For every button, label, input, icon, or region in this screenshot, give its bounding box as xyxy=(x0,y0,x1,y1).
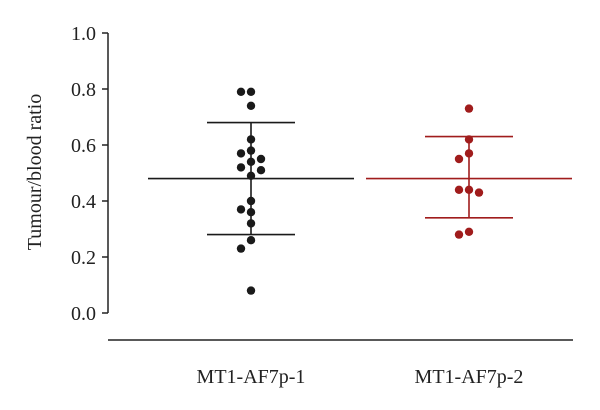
data-point xyxy=(236,244,246,253)
y-tick-label: 0.6 xyxy=(71,135,96,157)
series-group xyxy=(366,104,572,239)
y-tick-label: 0.8 xyxy=(71,79,96,101)
axes xyxy=(107,33,573,341)
data-point xyxy=(474,188,484,197)
data-point xyxy=(256,154,266,164)
data-point xyxy=(464,149,474,158)
data-point xyxy=(246,236,256,245)
data-point xyxy=(454,230,464,239)
data-point xyxy=(464,104,474,113)
data-point xyxy=(246,135,256,144)
y-tick-label: 0.2 xyxy=(71,247,96,269)
y-tick-label: 0.4 xyxy=(71,191,96,213)
data-point xyxy=(236,87,246,97)
y-axis-title: Tumour/blood ratio xyxy=(24,94,46,251)
data-point xyxy=(256,166,266,175)
series-group xyxy=(148,87,354,295)
data-point xyxy=(464,135,474,144)
y-axis-ticks: 0.0 0.2 0.4 0.6 0.8 1.0 xyxy=(71,23,108,325)
category-label: MT1-AF7p-2 xyxy=(415,366,524,388)
y-tick-label: 0.0 xyxy=(71,303,96,325)
data-point xyxy=(246,171,256,180)
data-point xyxy=(246,219,256,228)
data-point xyxy=(454,185,464,194)
data-point xyxy=(246,157,256,166)
data-point xyxy=(246,87,256,97)
data-point xyxy=(246,101,256,111)
category-label: MT1-AF7p-1 xyxy=(197,366,306,388)
data-point xyxy=(454,154,464,164)
data-point xyxy=(246,146,256,155)
data-point xyxy=(464,185,474,194)
data-point xyxy=(236,205,246,214)
data-point xyxy=(246,208,256,217)
data-point xyxy=(246,286,256,295)
data-point xyxy=(464,227,474,236)
category-labels: MT1-AF7p-1 MT1-AF7p-2 xyxy=(197,366,524,388)
y-tick-label: 1.0 xyxy=(71,23,96,45)
data-point xyxy=(236,149,246,158)
data-point xyxy=(236,163,246,172)
groups xyxy=(148,87,572,295)
data-point xyxy=(246,196,256,206)
